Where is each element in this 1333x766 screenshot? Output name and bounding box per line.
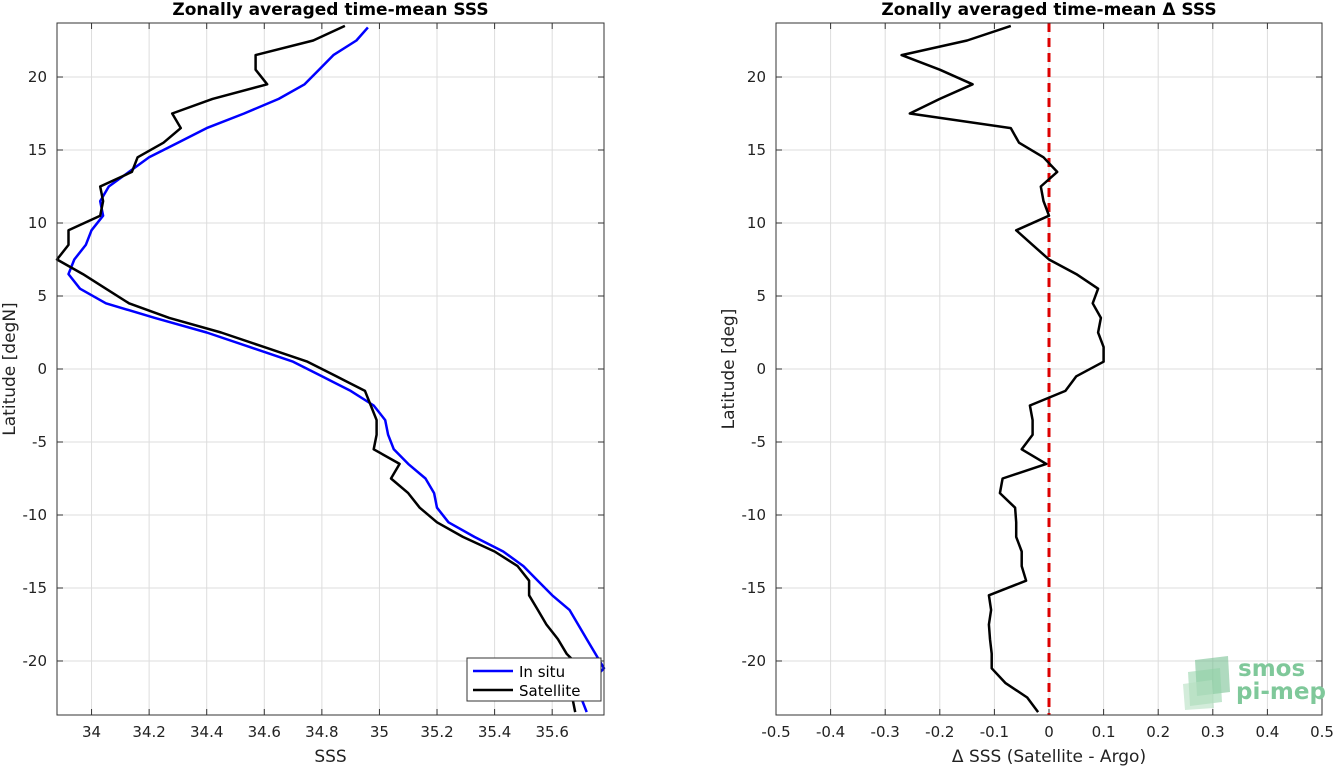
- right-y-tick-label: -15: [742, 579, 767, 597]
- left-x-tick-label: 34.4: [190, 723, 223, 741]
- smos-pimep-logo: smos pi-mep: [1183, 656, 1326, 710]
- legend-box: [466, 657, 602, 702]
- right-x-tick-label: 0: [1044, 723, 1054, 741]
- left-x-tick-label: 35.6: [535, 723, 568, 741]
- left-y-tick-label: -5: [32, 433, 47, 451]
- left-x-tick-label: 35.4: [478, 723, 511, 741]
- right-y-tick-label: 0: [756, 360, 766, 378]
- right-x-tick-label: -0.2: [925, 723, 954, 741]
- left-y-tick-label: -15: [23, 579, 48, 597]
- legend-insitu-label: In situ: [519, 663, 565, 681]
- right-x-tick-label: 0.1: [1092, 723, 1116, 741]
- right-x-tick-label: -0.5: [761, 723, 790, 741]
- logo-text-pimep: pi-mep: [1236, 679, 1326, 705]
- right-x-tick-label: 0.5: [1310, 723, 1333, 741]
- right-chart-title: Zonally averaged time-mean Δ SSS: [881, 0, 1216, 20]
- left-y-tick-label: -10: [23, 506, 48, 524]
- left-x-tick-label: 34.2: [132, 723, 165, 741]
- right-x-tick-label: 0.4: [1255, 723, 1279, 741]
- logo-text-smos: smos: [1238, 656, 1305, 682]
- left-x-axis-label: SSS: [314, 747, 346, 766]
- right-x-tick-label: -0.4: [816, 723, 845, 741]
- logo-mark-front: [1183, 680, 1214, 710]
- left-y-tick-label: -20: [23, 652, 48, 670]
- right-series-delta-sss: [900, 24, 1105, 713]
- right-y-tick-label: 5: [756, 287, 766, 305]
- left-series-satellite: [55, 24, 597, 713]
- left-y-tick-label: 15: [28, 141, 47, 159]
- right-x-axis-label: Δ SSS (Satellite - Argo): [952, 747, 1146, 766]
- left-y-tick-label: 0: [37, 360, 47, 378]
- left-y-tick-label: 10: [28, 214, 47, 232]
- left-x-tick-label: 34.8: [305, 723, 338, 741]
- left-x-tick-label: 35.2: [420, 723, 453, 741]
- right-x-tick-label: 0.2: [1146, 723, 1170, 741]
- left-axes-frame: [56, 22, 605, 716]
- right-y-tick-label: -20: [742, 652, 767, 670]
- left-x-tick-label: 34: [82, 723, 101, 741]
- left-y-axis-label: Latitude [degN]: [0, 302, 20, 435]
- right-axes-frame: [775, 22, 1323, 716]
- right-x-tick-label: -0.1: [980, 723, 1009, 741]
- left-x-tick-label: 34.6: [248, 723, 281, 741]
- right-y-tick-label: 10: [747, 214, 766, 232]
- right-x-tick-label: 0.3: [1201, 723, 1225, 741]
- left-axes: 34 34.2 34.4 34.6 34.8 35 35.2 35.4 35.6 -20 -15 -1…: [0, 0, 606, 766]
- right-y-tick-label: 20: [747, 68, 766, 86]
- right-x-tick-label: -0.3: [871, 723, 900, 741]
- left-y-tick-label: 5: [37, 287, 47, 305]
- right-y-axis-label: Latitude [deg]: [719, 309, 739, 430]
- left-chart-title: Zonally averaged time-mean SSS: [172, 0, 488, 20]
- right-y-tick-label: -5: [751, 433, 766, 451]
- left-y-tick-label: 20: [28, 68, 47, 86]
- left-x-tick-label: 35: [370, 723, 389, 741]
- left-series-in-situ: [67, 26, 606, 713]
- right-y-tick-label: 15: [747, 141, 766, 159]
- legend-satellite-label: Satellite: [519, 682, 580, 700]
- right-axes: -0.5 -0.4 -0.3 -0.2 -0.1 0 0.1 0.2 0.3 0.4 0.5 -20 -…: [719, 0, 1333, 766]
- legend: In situ Satellite: [466, 657, 602, 702]
- right-y-tick-label: -10: [742, 506, 767, 524]
